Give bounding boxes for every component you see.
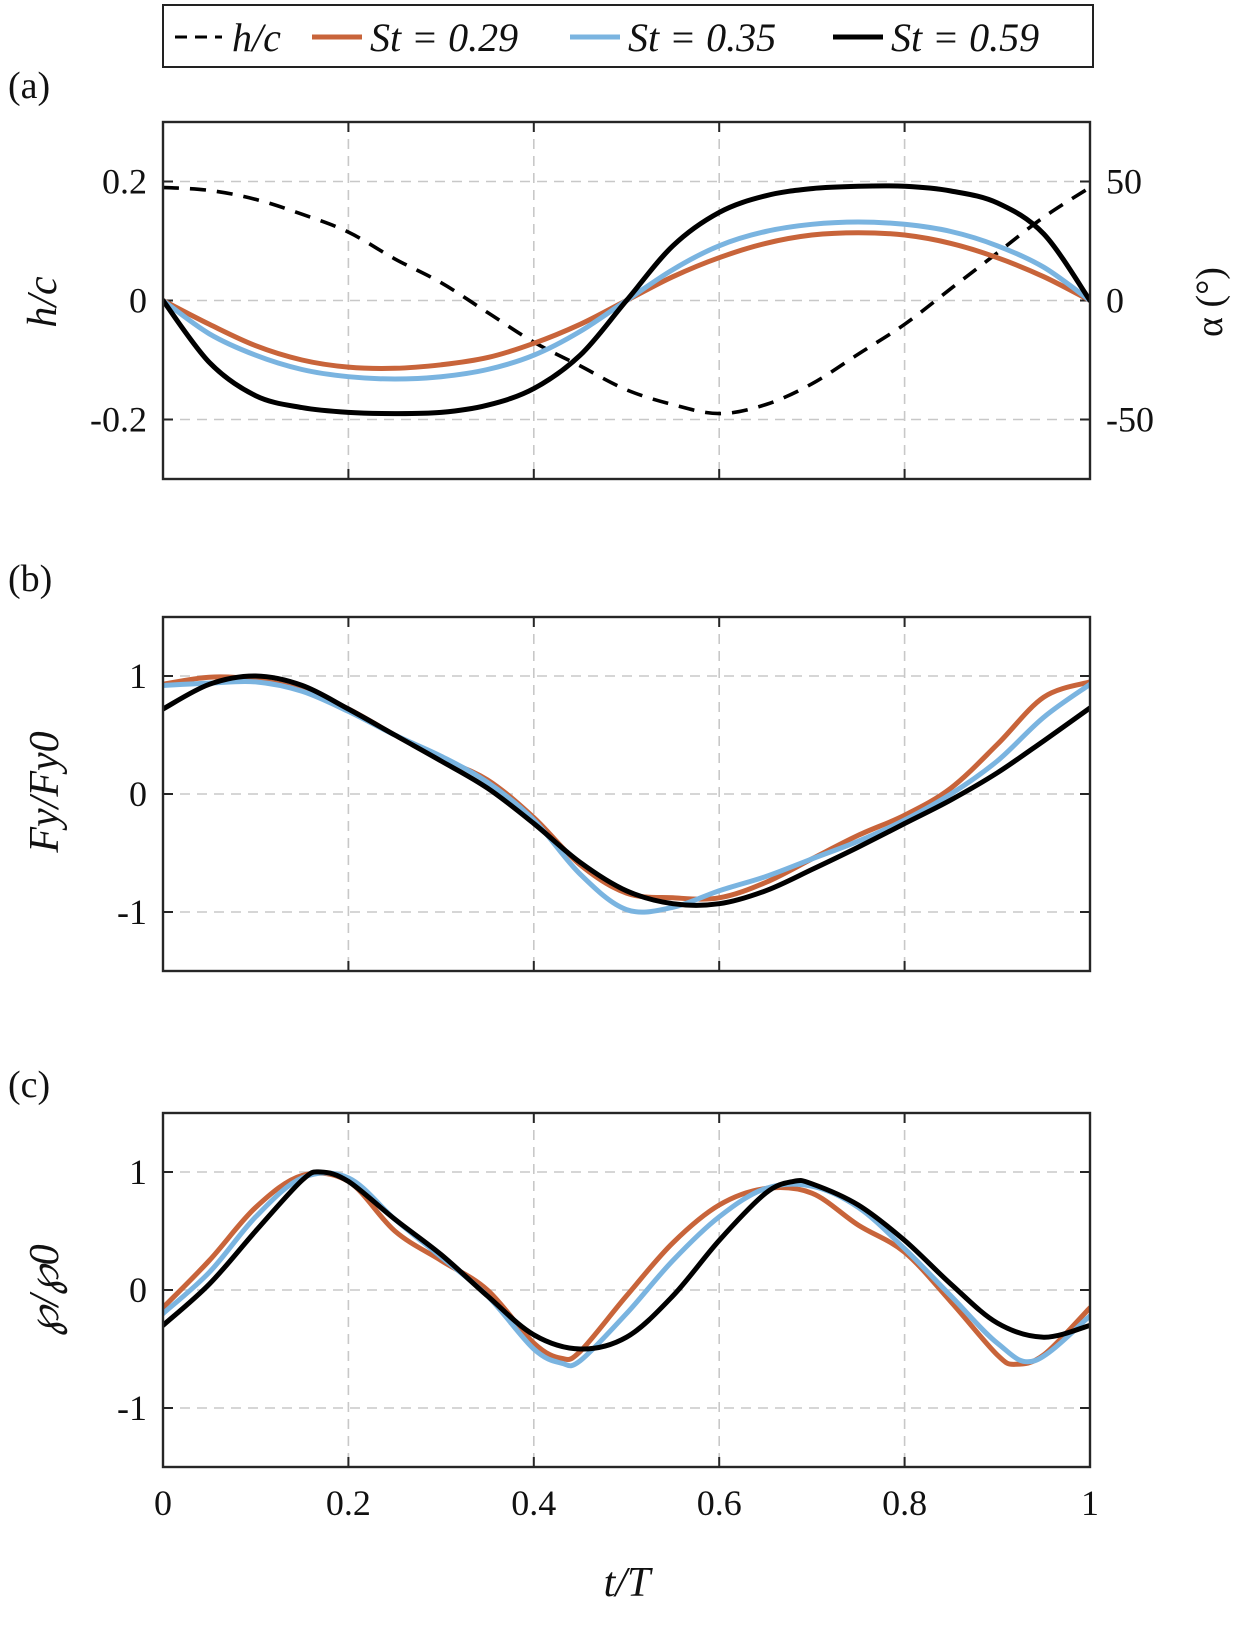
xlabel-c: t/T [604, 1560, 653, 1606]
ylabel-b: Fy/Fy0 [22, 731, 68, 853]
y-right-tick-label: -50 [1106, 400, 1154, 440]
x-tick-label: 0.6 [697, 1483, 742, 1523]
legend: h/c St = 0.29 St = 0.35 St = 0.59 [162, 4, 1094, 68]
legend-label-st-029: St = 0.29 [370, 15, 518, 60]
plot-frame [161, 615, 1092, 973]
y-right-tick-label: 50 [1106, 162, 1142, 202]
y-tick-label: 1 [129, 1152, 147, 1192]
series-line-st-0-59 [163, 183, 1090, 417]
series-line-st-0-59 [163, 1169, 1090, 1352]
x-tick-label: 0.2 [326, 1483, 371, 1523]
y-tick-label: 0 [129, 1270, 147, 1310]
legend-label-st-059: St = 0.59 [891, 15, 1039, 60]
ylabel-a-right: α (°) [1189, 267, 1231, 337]
x-tick-label: 0 [154, 1483, 172, 1523]
ylabel-c: ℘/℘0 [22, 1244, 68, 1335]
y-tick-label: 1 [129, 656, 147, 696]
panel-label-b: (b) [8, 558, 52, 600]
legend-label-st-035: St = 0.35 [628, 15, 776, 60]
panel-c: -1 0 1 0 0.2 0.4 0.6 0.8 1 [117, 1111, 1099, 1523]
plot-frame [161, 120, 1092, 481]
x-tick-label: 0.4 [511, 1483, 556, 1523]
panel-b: -1 0 1 [117, 615, 1092, 973]
y-tick-label: -0.2 [90, 400, 147, 440]
x-tick-label: 0.8 [882, 1483, 927, 1523]
ylabel-a: h/c [20, 276, 66, 328]
y-tick-label: -1 [117, 1388, 147, 1428]
series-line-st-0-59 [163, 673, 1090, 908]
series-line-st-0-35 [163, 678, 1090, 915]
series-line-st-0-29 [163, 674, 1090, 902]
panel-a: -0.2 0 0.2 -50 0 50 [90, 120, 1154, 481]
plot-frame [161, 1111, 1092, 1469]
panel-label-c: (c) [8, 1064, 50, 1106]
legend-label-h-c: h/c [232, 15, 281, 60]
panel-label-a: (a) [8, 65, 50, 107]
x-tick-label: 1 [1081, 1483, 1099, 1523]
y-right-tick-label: 0 [1106, 281, 1124, 321]
y-tick-label: 0 [129, 774, 147, 814]
y-tick-label: 0.2 [102, 162, 147, 202]
y-tick-label: 0 [129, 281, 147, 321]
y-tick-label: -1 [117, 892, 147, 932]
